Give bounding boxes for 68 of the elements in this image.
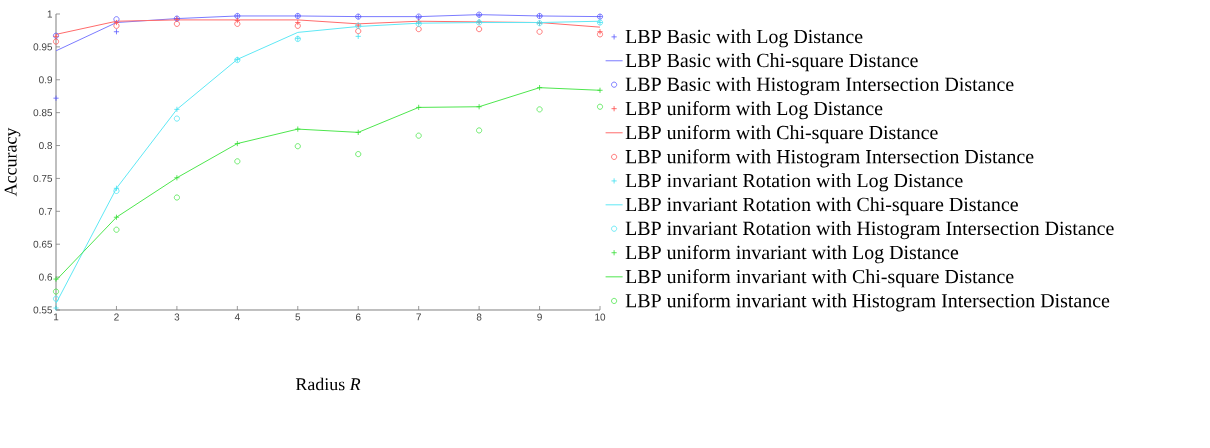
y-axis-title: Accuracy	[4, 127, 21, 197]
point	[476, 103, 483, 110]
point	[415, 26, 422, 33]
y-tick-label: 0.75	[33, 174, 53, 182]
point	[476, 26, 483, 33]
point	[53, 305, 60, 312]
legend-label: LBP uniform with Log Distance	[625, 100, 883, 120]
y-tick-label: 0.85	[33, 109, 53, 117]
point	[234, 158, 241, 165]
legend-label: LBP Basic with Chi-square Distance	[625, 53, 918, 72]
x-tick-label: 1	[54, 313, 59, 321]
x-tick-label: 5	[295, 313, 301, 321]
point	[113, 214, 120, 221]
point	[294, 143, 301, 150]
point	[355, 151, 362, 158]
point	[53, 95, 60, 102]
x-axis-title: Radius R	[295, 377, 361, 391]
point	[113, 226, 120, 233]
y-tick-label: 0.6	[39, 273, 53, 281]
line-series	[55, 20, 601, 304]
x-tick-label: 6	[355, 313, 361, 321]
point	[173, 20, 180, 27]
point	[234, 140, 241, 147]
legend-label: LBP Basic with Log Distance	[625, 29, 863, 48]
point	[597, 87, 604, 94]
legend-label: LBP Basic with Histogram Intersection Distance	[625, 77, 1014, 96]
y-tick-label: 0.95	[33, 43, 53, 51]
point	[53, 38, 60, 45]
point	[173, 115, 180, 122]
point	[173, 174, 180, 181]
legend-label: LBP uniform invariant with Log Distance	[625, 244, 959, 264]
y-tick-label: 0.8	[39, 142, 53, 150]
x-tick-label: 2	[114, 313, 119, 321]
point	[355, 33, 362, 40]
point	[113, 28, 120, 35]
point	[536, 28, 543, 35]
x-tick-label: 3	[174, 313, 180, 321]
legend-label: LBP invariant Rotation with Log Distance	[625, 173, 963, 192]
y-tick-label: 1	[47, 10, 53, 18]
point	[415, 104, 422, 111]
point	[294, 126, 301, 133]
x-tick-label: 9	[537, 313, 542, 321]
y-tick-label: 0.7	[39, 207, 52, 215]
point	[173, 194, 180, 201]
legend-label: LBP uniform with Chi-square Distance	[625, 125, 938, 144]
point	[53, 295, 60, 302]
point	[597, 103, 604, 110]
point	[53, 288, 60, 295]
legend-label: LBP uniform invariant with Chi-square Distance	[625, 269, 1014, 288]
legend-label: LBP uniform with Histogram Intersection Distance	[625, 149, 1034, 168]
y-tick-label: 0.9	[39, 76, 53, 84]
point	[536, 84, 543, 91]
point	[476, 127, 483, 134]
y-tick-label: 0.65	[33, 240, 53, 248]
point	[173, 106, 180, 113]
y-tick-label: 0.55	[33, 306, 53, 314]
point	[415, 132, 422, 139]
legend-label: LBP uniform invariant with Histogram Intersection Distance	[625, 293, 1110, 312]
x-tick-label: 8	[476, 313, 482, 321]
point	[355, 28, 362, 35]
point	[53, 276, 60, 283]
x-tick-label: 10	[595, 313, 606, 321]
x-tick-label: 7	[416, 313, 421, 321]
legend-label: LBP invariant Rotation with Histogram Intersection Distance	[625, 221, 1114, 240]
point	[536, 106, 543, 113]
point	[355, 129, 362, 136]
x-tick-label: 4	[234, 313, 240, 321]
legend-label: LBP invariant Rotation with Chi-square Distance	[625, 197, 1018, 216]
